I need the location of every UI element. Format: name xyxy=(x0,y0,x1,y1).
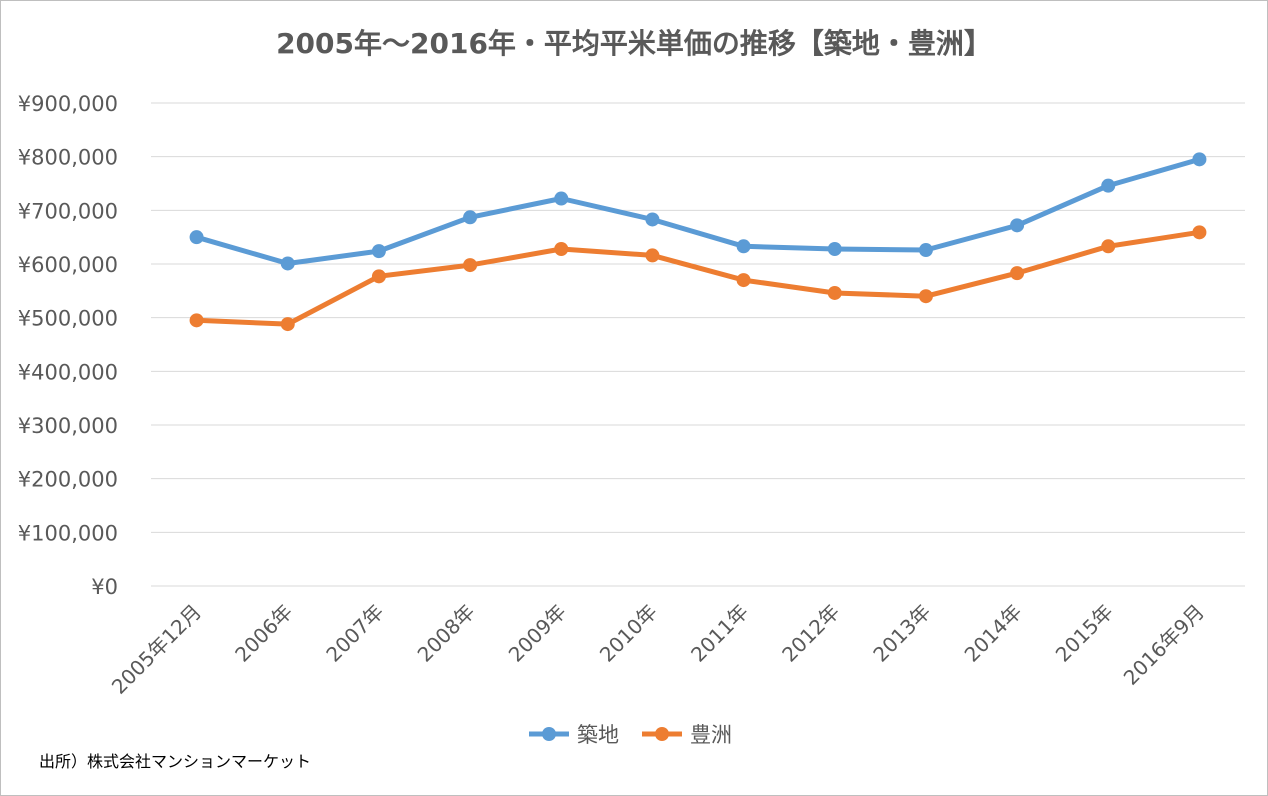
y-tick-label: ¥800,000 xyxy=(18,146,118,170)
x-axis-ticks: 2005年12月 2006年 2007年 2008年 2009年 2010年 2011年 20… xyxy=(107,600,1209,699)
series-line xyxy=(194,229,1202,327)
x-tick-label: 2006年 xyxy=(230,600,297,667)
data-point xyxy=(1101,239,1116,254)
x-tick-label: 2011年 xyxy=(686,600,753,667)
data-point xyxy=(918,289,933,304)
data-point xyxy=(827,241,842,256)
y-tick-label: ¥400,000 xyxy=(18,360,118,384)
series-0 xyxy=(189,152,1207,271)
data-point xyxy=(1192,225,1207,240)
x-tick-label: 2014年 xyxy=(960,600,1027,667)
legend-marker-tsukiji xyxy=(542,727,556,741)
y-tick-label: ¥500,000 xyxy=(18,307,118,331)
x-tick-label: 2015年 xyxy=(1051,600,1118,667)
legend-label-toyosu: 豊洲 xyxy=(690,723,732,747)
data-point xyxy=(371,244,386,259)
y-tick-label: ¥900,000 xyxy=(18,92,118,116)
data-point xyxy=(554,241,569,256)
data-point xyxy=(736,239,751,254)
data-point xyxy=(1010,218,1025,233)
legend-label-tsukiji: 築地 xyxy=(577,723,619,747)
gridlines xyxy=(151,102,1245,587)
data-point xyxy=(645,212,660,227)
data-point xyxy=(645,248,660,263)
y-tick-label: ¥200,000 xyxy=(18,468,118,492)
legend: 築地 豊洲 xyxy=(529,723,732,747)
y-tick-label: ¥300,000 xyxy=(18,414,118,438)
y-tick-label: ¥100,000 xyxy=(18,521,118,545)
data-point xyxy=(280,317,295,332)
data-point xyxy=(280,256,295,271)
x-tick-label: 2008年 xyxy=(413,600,480,667)
x-tick-label: 2009年 xyxy=(504,600,571,667)
x-tick-label: 2013年 xyxy=(868,600,935,667)
data-point xyxy=(1101,178,1116,193)
x-tick-label: 2010年 xyxy=(595,600,662,667)
data-point xyxy=(463,258,478,273)
data-point xyxy=(189,230,204,245)
data-point xyxy=(918,243,933,258)
data-point xyxy=(736,273,751,288)
chart-title: 2005年～2016年・平均平米単価の推移【築地・豊洲】 xyxy=(276,27,992,60)
x-tick-label: 2012年 xyxy=(777,600,844,667)
series-1 xyxy=(189,225,1207,332)
x-tick-label: 2007年 xyxy=(321,600,388,667)
x-tick-label: 2005年12月 xyxy=(107,600,206,699)
y-axis-ticks: ¥0 ¥100,000 ¥200,000 ¥300,000 ¥400,000 ¥500,0… xyxy=(18,92,118,599)
y-tick-label: ¥700,000 xyxy=(18,199,118,223)
x-tick-label: 2016年9月 xyxy=(1119,600,1209,690)
data-point xyxy=(189,313,204,328)
data-point xyxy=(1010,266,1025,281)
series-line xyxy=(194,156,1202,266)
data-series xyxy=(189,152,1207,332)
source-note: 出所）株式会社マンションマーケット xyxy=(39,752,311,771)
data-point xyxy=(827,285,842,300)
data-point xyxy=(1192,152,1207,167)
data-point xyxy=(554,191,569,206)
data-point xyxy=(463,210,478,225)
data-point xyxy=(371,269,386,284)
y-tick-label: ¥0 xyxy=(91,575,118,599)
y-tick-label: ¥600,000 xyxy=(18,253,118,277)
legend-marker-toyosu xyxy=(655,727,669,741)
